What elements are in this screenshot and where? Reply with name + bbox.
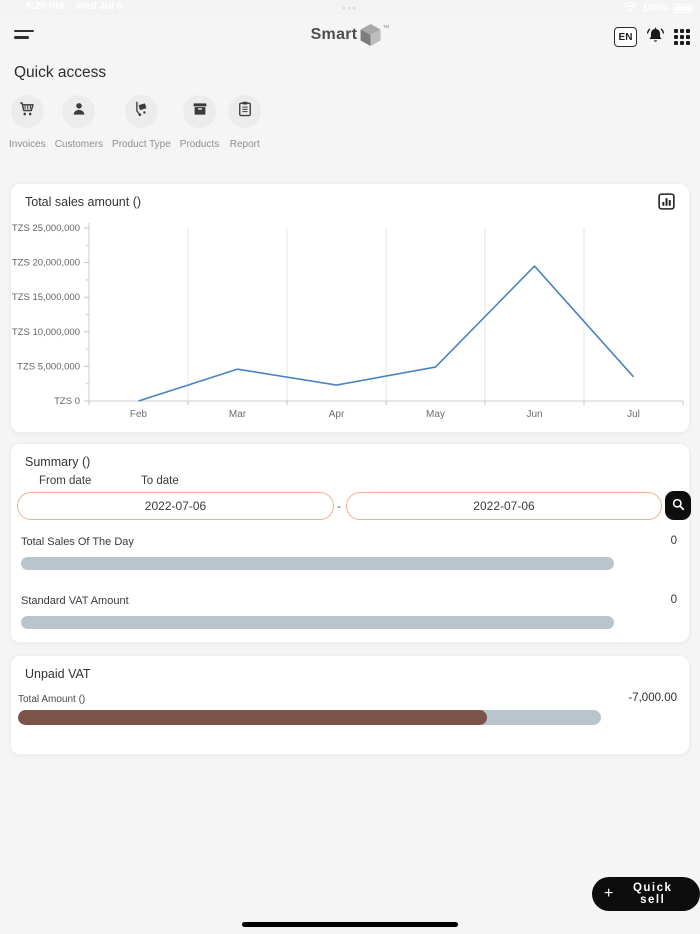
bar-chart-icon [658,193,675,213]
clipboard-icon [236,100,254,123]
standard-vat-label: Standard VAT Amount [21,595,129,607]
svg-text:Apr: Apr [329,409,345,420]
quick-sell-button[interactable]: + Quick sell [592,877,700,911]
date-range-separator: - [337,499,341,513]
unpaid-vat-progress [18,710,601,725]
svg-text:TZS 20,000,000: TZS 20,000,000 [12,258,80,269]
apps-grid-button[interactable] [674,29,690,45]
quick-access-label: Products [179,139,220,150]
progress-fill [18,710,488,725]
apps-grid-icon [674,29,690,45]
svg-text:TZS 5,000,000: TZS 5,000,000 [17,361,80,372]
svg-text:Jun: Jun [526,409,542,420]
total-amount-label: Total Amount () [18,694,86,705]
app-logo: Smart ™ [310,22,390,53]
from-date-label: From date [39,475,92,487]
quick-access-title: Quick access [14,64,107,81]
language-button[interactable]: EN [614,27,637,47]
quick-access-row: Invoices Customers Product Type Products… [9,95,262,150]
battery-icon [673,3,694,13]
quick-access-label: Product Type [112,139,171,150]
battery-percent: 100% [642,2,668,14]
search-button[interactable] [665,491,691,520]
logo-cube-icon [358,22,382,53]
box-icon [191,100,209,123]
cart-icon [18,100,36,123]
total-sales-day-label: Total Sales Of The Day [21,536,134,548]
hand-truck-icon [132,100,150,123]
total-amount-value: -7,000.00 [628,692,677,704]
total-sales-card: Total sales amount () TZS 0 TZS 5,000,000… [10,183,690,433]
quick-access-product-type[interactable]: Product Type [112,95,171,150]
standard-vat-progress [21,616,614,629]
to-date-label: To date [141,475,179,487]
svg-text:TZS 10,000,000: TZS 10,000,000 [12,327,80,338]
quick-access-label: Invoices [9,139,46,150]
logo-trademark: ™ [382,25,390,32]
logo-text: Smart [310,26,358,43]
svg-text:TZS 25,000,000: TZS 25,000,000 [12,223,80,234]
quick-access-report[interactable]: Report [228,95,262,150]
svg-text:Mar: Mar [229,409,247,420]
svg-text:TZS 15,000,000: TZS 15,000,000 [12,292,80,303]
notifications-button[interactable] [645,25,666,49]
to-date-input[interactable] [346,492,662,520]
svg-text:Feb: Feb [130,409,148,420]
sales-card-title: Total sales amount () [25,195,142,209]
from-date-input[interactable] [17,492,334,520]
summary-card-title: Summary () [25,455,91,469]
svg-text:May: May [426,409,445,420]
quick-access-label: Customers [54,139,104,150]
standard-vat-value: 0 [670,594,677,606]
status-bar: 8:20 PM Wed Jul 6 ••• 100% [0,0,700,15]
total-sales-day-progress [21,557,614,570]
menu-button[interactable] [14,28,38,44]
person-icon [70,100,88,123]
status-time: 8:20 PM [26,1,64,12]
plus-icon: + [604,885,614,902]
summary-card: Summary () From date To date - Total Sal… [10,443,691,643]
wifi-icon [623,1,638,15]
quick-sell-label: Quick sell [632,882,673,906]
svg-text:TZS 0: TZS 0 [54,396,80,407]
search-icon [671,497,685,514]
sales-line-chart: TZS 0 TZS 5,000,000 TZS 10,000,000 TZS 15,0… [12,223,684,420]
quick-access-customers[interactable]: Customers [55,95,103,150]
quick-access-products[interactable]: Products [180,95,219,150]
bell-icon [645,25,666,49]
home-indicator[interactable] [242,922,458,927]
quick-access-invoices[interactable]: Invoices [9,95,46,150]
quick-access-label: Report [229,139,260,150]
total-sales-day-value: 0 [670,535,677,547]
hamburger-icon [14,29,34,32]
status-date: Wed Jul 6 [75,1,123,12]
multitask-dots-icon: ••• [342,3,358,13]
chart-type-button[interactable] [658,193,675,213]
svg-text:Jul: Jul [627,409,640,420]
unpaid-vat-card: Unpaid VAT Total Amount () -7,000.00 [10,655,690,755]
unpaid-vat-title: Unpaid VAT [25,667,91,681]
app-header: Smart ™ EN [0,15,700,57]
